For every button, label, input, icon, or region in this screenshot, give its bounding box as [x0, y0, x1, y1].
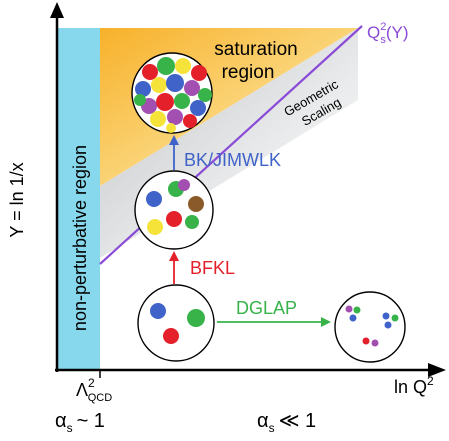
non-perturbative-region-fill — [58, 28, 100, 369]
saturated-proton-circle — [131, 52, 213, 134]
saturation-region-label-line1: saturation — [214, 39, 297, 60]
medium-proton-circle — [134, 170, 214, 250]
small-partons-circle — [334, 291, 406, 363]
y-axis-label: Y = ln 1/x — [7, 162, 27, 237]
x-axis-label: ln Q2 — [394, 374, 434, 397]
alpha-weak-label: αs ≪ 1 — [257, 410, 316, 435]
dilute-proton-circle — [137, 284, 215, 362]
bfkl-label: BFKL — [190, 258, 235, 278]
y-axis-arrowhead — [50, 2, 64, 18]
dglap-label: DGLAP — [236, 298, 297, 318]
non-perturbative-label: non-perturbative region — [70, 145, 90, 331]
lambda-qcd-label: Λ2 QCD — [76, 376, 112, 404]
saturation-scale-label: Q2 s(Y) — [367, 21, 409, 46]
alpha-strong-label: αs ~ 1 — [55, 410, 105, 435]
bk-jimwlk-label: BK/JIMWLK — [184, 150, 281, 170]
x-axis-arrowhead — [428, 363, 446, 377]
saturation-region-label-line2: region — [222, 62, 275, 83]
